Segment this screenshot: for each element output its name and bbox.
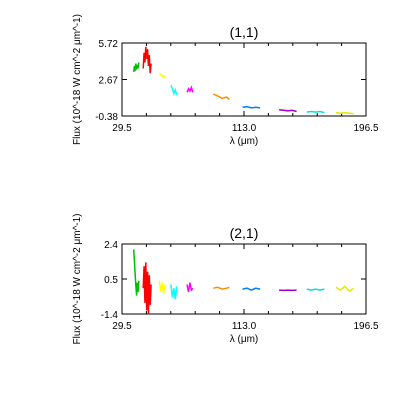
y-axis-label: Flux (10^-18 W cm^-2 μm^-1) — [72, 214, 83, 345]
x-tick-label: 29.5 — [112, 123, 132, 134]
panel-title: (1,1) — [230, 24, 259, 40]
y-axis-label: Flux (10^-18 W cm^-2 μm^-1) — [72, 14, 83, 145]
series-5-line — [186, 85, 194, 93]
series-7-line — [242, 105, 261, 109]
y-tick-label: -0.38 — [95, 112, 118, 123]
x-tick-label: 29.5 — [112, 321, 132, 332]
x-tick-label: 196.5 — [353, 321, 378, 332]
x-tick-label: 113.0 — [232, 321, 257, 332]
series-3-line — [158, 280, 166, 294]
series-1-line — [132, 62, 140, 73]
y-tick-label: 5.72 — [99, 39, 119, 50]
panel-2: (2,1) 29.5 113.0 196.5 -1.4 0.5 2.4 λ (μm) Flux … — [72, 214, 379, 345]
x-tick-label: 196.5 — [353, 123, 378, 134]
series-10-line — [335, 285, 355, 292]
series-10-line — [335, 111, 354, 115]
series-1-line — [132, 249, 140, 296]
series-4-line — [170, 284, 178, 300]
series-9-line — [306, 288, 325, 291]
panel-1: (1,1) 29.5 113.0 196.5 -0.38 2.67 5.72 λ (μm) Fl… — [72, 14, 379, 147]
x-axis-label: λ (μm) — [230, 136, 259, 147]
series-2-line — [142, 262, 152, 315]
series-9-line — [306, 110, 325, 114]
y-tick-label: 2.4 — [104, 240, 118, 251]
series-7-line — [242, 287, 261, 291]
x-axis-label: λ (μm) — [230, 334, 259, 345]
panel-title: (2,1) — [230, 225, 259, 241]
plot-frame — [121, 42, 367, 117]
y-tick-label: -1.4 — [101, 310, 119, 321]
series-5-line — [186, 282, 194, 293]
plot-frame — [121, 243, 367, 315]
series-6-line — [213, 286, 230, 290]
y-tick-label: 2.67 — [99, 76, 119, 87]
series-2-line — [142, 46, 152, 74]
series-8-line — [278, 108, 297, 113]
series-4-line — [170, 84, 178, 96]
series-3-line — [158, 72, 166, 79]
series-6-line — [213, 93, 230, 101]
y-tick-label: 0.5 — [104, 275, 118, 286]
x-tick-label: 113.0 — [232, 123, 257, 134]
